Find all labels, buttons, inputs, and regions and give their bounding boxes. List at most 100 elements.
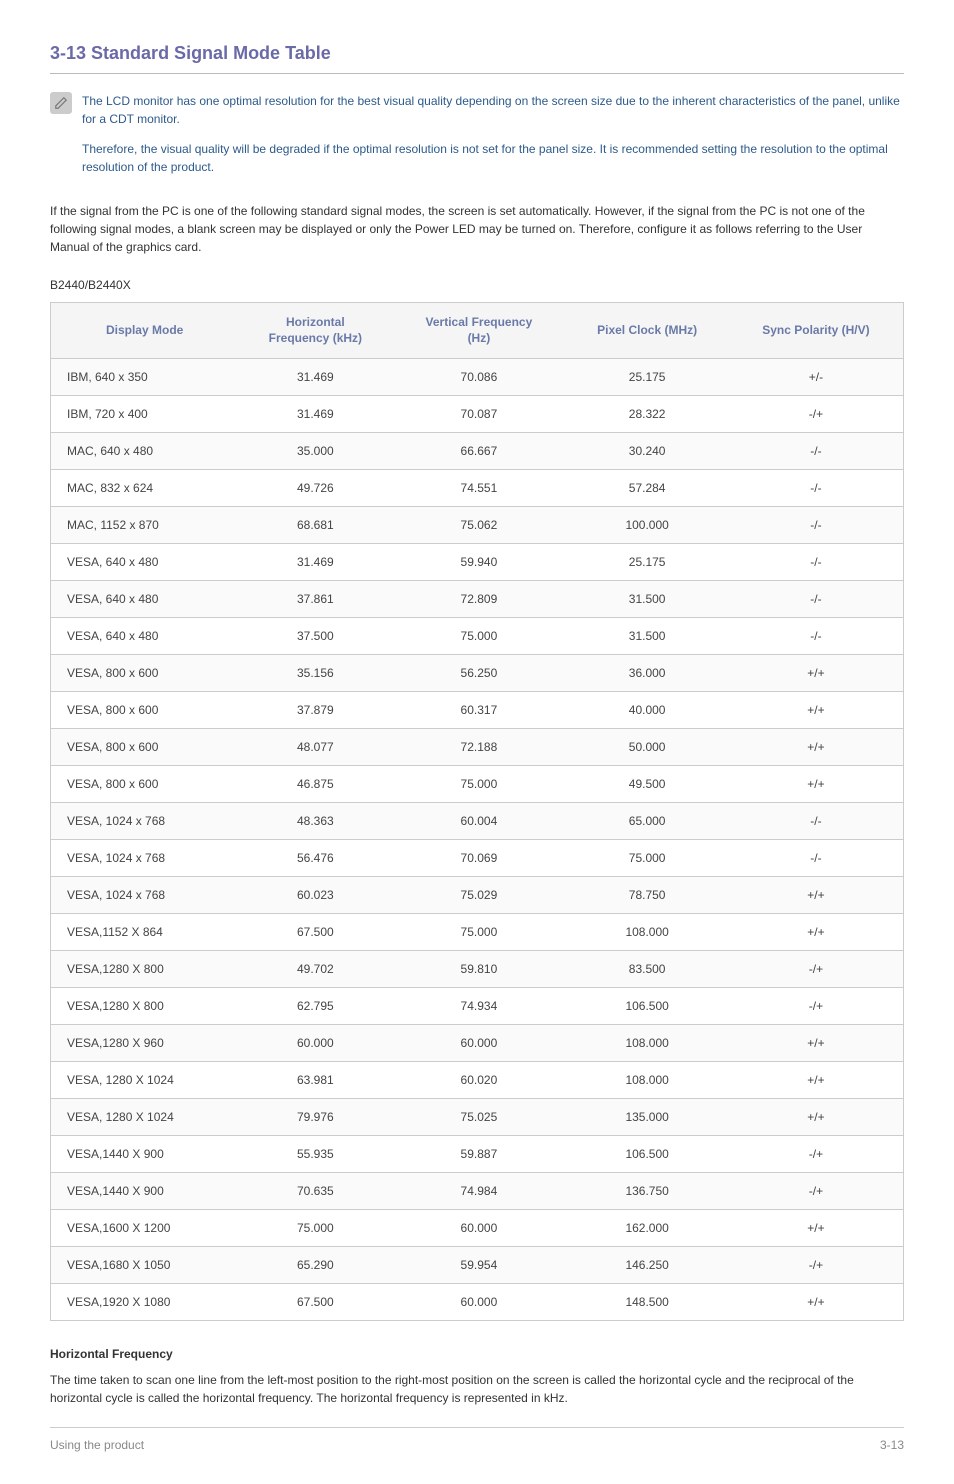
- table-cell: 28.322: [565, 396, 729, 433]
- table-row: VESA, 800 x 60046.87575.00049.500+/+: [51, 766, 904, 803]
- table-cell: 75.000: [238, 1210, 392, 1247]
- table-cell: 75.025: [392, 1099, 565, 1136]
- table-cell: 78.750: [565, 877, 729, 914]
- table-cell: VESA,1280 X 960: [51, 1025, 239, 1062]
- table-cell: 74.934: [392, 988, 565, 1025]
- intro-paragraph: If the signal from the PC is one of the …: [50, 202, 904, 256]
- table-cell: 74.984: [392, 1173, 565, 1210]
- table-cell: VESA, 800 x 600: [51, 655, 239, 692]
- table-cell: 60.000: [238, 1025, 392, 1062]
- table-cell: 36.000: [565, 655, 729, 692]
- table-cell: IBM, 640 x 350: [51, 359, 239, 396]
- table-cell: 72.188: [392, 729, 565, 766]
- section-title: Standard Signal Mode Table: [91, 43, 331, 63]
- table-cell: 37.879: [238, 692, 392, 729]
- table-cell: +/+: [729, 914, 904, 951]
- table-row: VESA, 640 x 48037.50075.00031.500-/-: [51, 618, 904, 655]
- table-cell: 62.795: [238, 988, 392, 1025]
- table-cell: 68.681: [238, 507, 392, 544]
- table-row: MAC, 1152 x 87068.68175.062100.000-/-: [51, 507, 904, 544]
- note-text: The LCD monitor has one optimal resoluti…: [82, 92, 904, 188]
- table-cell: 148.500: [565, 1284, 729, 1321]
- table-cell: -/-: [729, 581, 904, 618]
- table-cell: 108.000: [565, 914, 729, 951]
- table-cell: -/+: [729, 988, 904, 1025]
- table-cell: 75.000: [392, 766, 565, 803]
- table-cell: 106.500: [565, 1136, 729, 1173]
- table-cell: 75.000: [392, 914, 565, 951]
- table-cell: -/-: [729, 840, 904, 877]
- table-cell: 162.000: [565, 1210, 729, 1247]
- table-cell: +/+: [729, 1284, 904, 1321]
- table-cell: 25.175: [565, 359, 729, 396]
- table-cell: 55.935: [238, 1136, 392, 1173]
- table-row: VESA, 640 x 48031.46959.94025.175-/-: [51, 544, 904, 581]
- table-cell: 49.500: [565, 766, 729, 803]
- table-cell: VESA,1440 X 900: [51, 1173, 239, 1210]
- table-cell: 135.000: [565, 1099, 729, 1136]
- table-cell: 106.500: [565, 988, 729, 1025]
- table-row: IBM, 640 x 35031.46970.08625.175+/-: [51, 359, 904, 396]
- table-cell: 70.086: [392, 359, 565, 396]
- table-cell: 108.000: [565, 1025, 729, 1062]
- table-row: VESA,1440 X 90055.93559.887106.500-/+: [51, 1136, 904, 1173]
- table-cell: 75.000: [392, 618, 565, 655]
- table-cell: 30.240: [565, 433, 729, 470]
- table-cell: 67.500: [238, 1284, 392, 1321]
- table-cell: 31.500: [565, 618, 729, 655]
- table-cell: 60.020: [392, 1062, 565, 1099]
- table-cell: 60.023: [238, 877, 392, 914]
- table-cell: 37.861: [238, 581, 392, 618]
- table-cell: 70.087: [392, 396, 565, 433]
- table-row: VESA, 800 x 60035.15656.25036.000+/+: [51, 655, 904, 692]
- table-cell: 48.363: [238, 803, 392, 840]
- table-cell: 59.940: [392, 544, 565, 581]
- table-cell: +/+: [729, 655, 904, 692]
- table-cell: -/+: [729, 1247, 904, 1284]
- table-row: VESA,1440 X 90070.63574.984136.750-/+: [51, 1173, 904, 1210]
- table-row: VESA,1280 X 80062.79574.934106.500-/+: [51, 988, 904, 1025]
- table-cell: 74.551: [392, 470, 565, 507]
- table-cell: VESA,1280 X 800: [51, 988, 239, 1025]
- table-cell: +/+: [729, 1062, 904, 1099]
- col-vertical-freq: Vertical Frequency(Hz): [392, 303, 565, 359]
- table-cell: VESA, 1280 X 1024: [51, 1062, 239, 1099]
- table-cell: 49.702: [238, 951, 392, 988]
- table-cell: -/-: [729, 618, 904, 655]
- table-cell: VESA,1600 X 1200: [51, 1210, 239, 1247]
- table-cell: 75.000: [565, 840, 729, 877]
- table-row: VESA,1680 X 105065.29059.954146.250-/+: [51, 1247, 904, 1284]
- table-cell: 65.290: [238, 1247, 392, 1284]
- table-cell: VESA,1920 X 1080: [51, 1284, 239, 1321]
- table-cell: 79.976: [238, 1099, 392, 1136]
- table-cell: 60.000: [392, 1210, 565, 1247]
- table-cell: 31.469: [238, 544, 392, 581]
- table-cell: 60.000: [392, 1025, 565, 1062]
- table-cell: -/+: [729, 396, 904, 433]
- definition-heading: Horizontal Frequency: [50, 1345, 904, 1363]
- table-row: VESA,1920 X 108067.50060.000148.500+/+: [51, 1284, 904, 1321]
- table-cell: VESA, 640 x 480: [51, 581, 239, 618]
- note-box: The LCD monitor has one optimal resoluti…: [50, 92, 904, 188]
- table-cell: 56.476: [238, 840, 392, 877]
- note-paragraph-2: Therefore, the visual quality will be de…: [82, 140, 904, 176]
- footer-left: Using the product: [50, 1436, 144, 1454]
- table-cell: 35.000: [238, 433, 392, 470]
- table-cell: 49.726: [238, 470, 392, 507]
- table-cell: 100.000: [565, 507, 729, 544]
- table-row: VESA, 1024 x 76856.47670.06975.000-/-: [51, 840, 904, 877]
- table-row: VESA,1280 X 96060.00060.000108.000+/+: [51, 1025, 904, 1062]
- table-cell: -/-: [729, 507, 904, 544]
- table-cell: 67.500: [238, 914, 392, 951]
- table-cell: +/+: [729, 1025, 904, 1062]
- table-cell: VESA, 1280 X 1024: [51, 1099, 239, 1136]
- table-row: VESA, 800 x 60048.07772.18850.000+/+: [51, 729, 904, 766]
- table-cell: 72.809: [392, 581, 565, 618]
- table-cell: 40.000: [565, 692, 729, 729]
- table-cell: 31.500: [565, 581, 729, 618]
- table-cell: 108.000: [565, 1062, 729, 1099]
- table-cell: -/+: [729, 1173, 904, 1210]
- table-cell: 146.250: [565, 1247, 729, 1284]
- table-cell: 48.077: [238, 729, 392, 766]
- table-cell: 75.062: [392, 507, 565, 544]
